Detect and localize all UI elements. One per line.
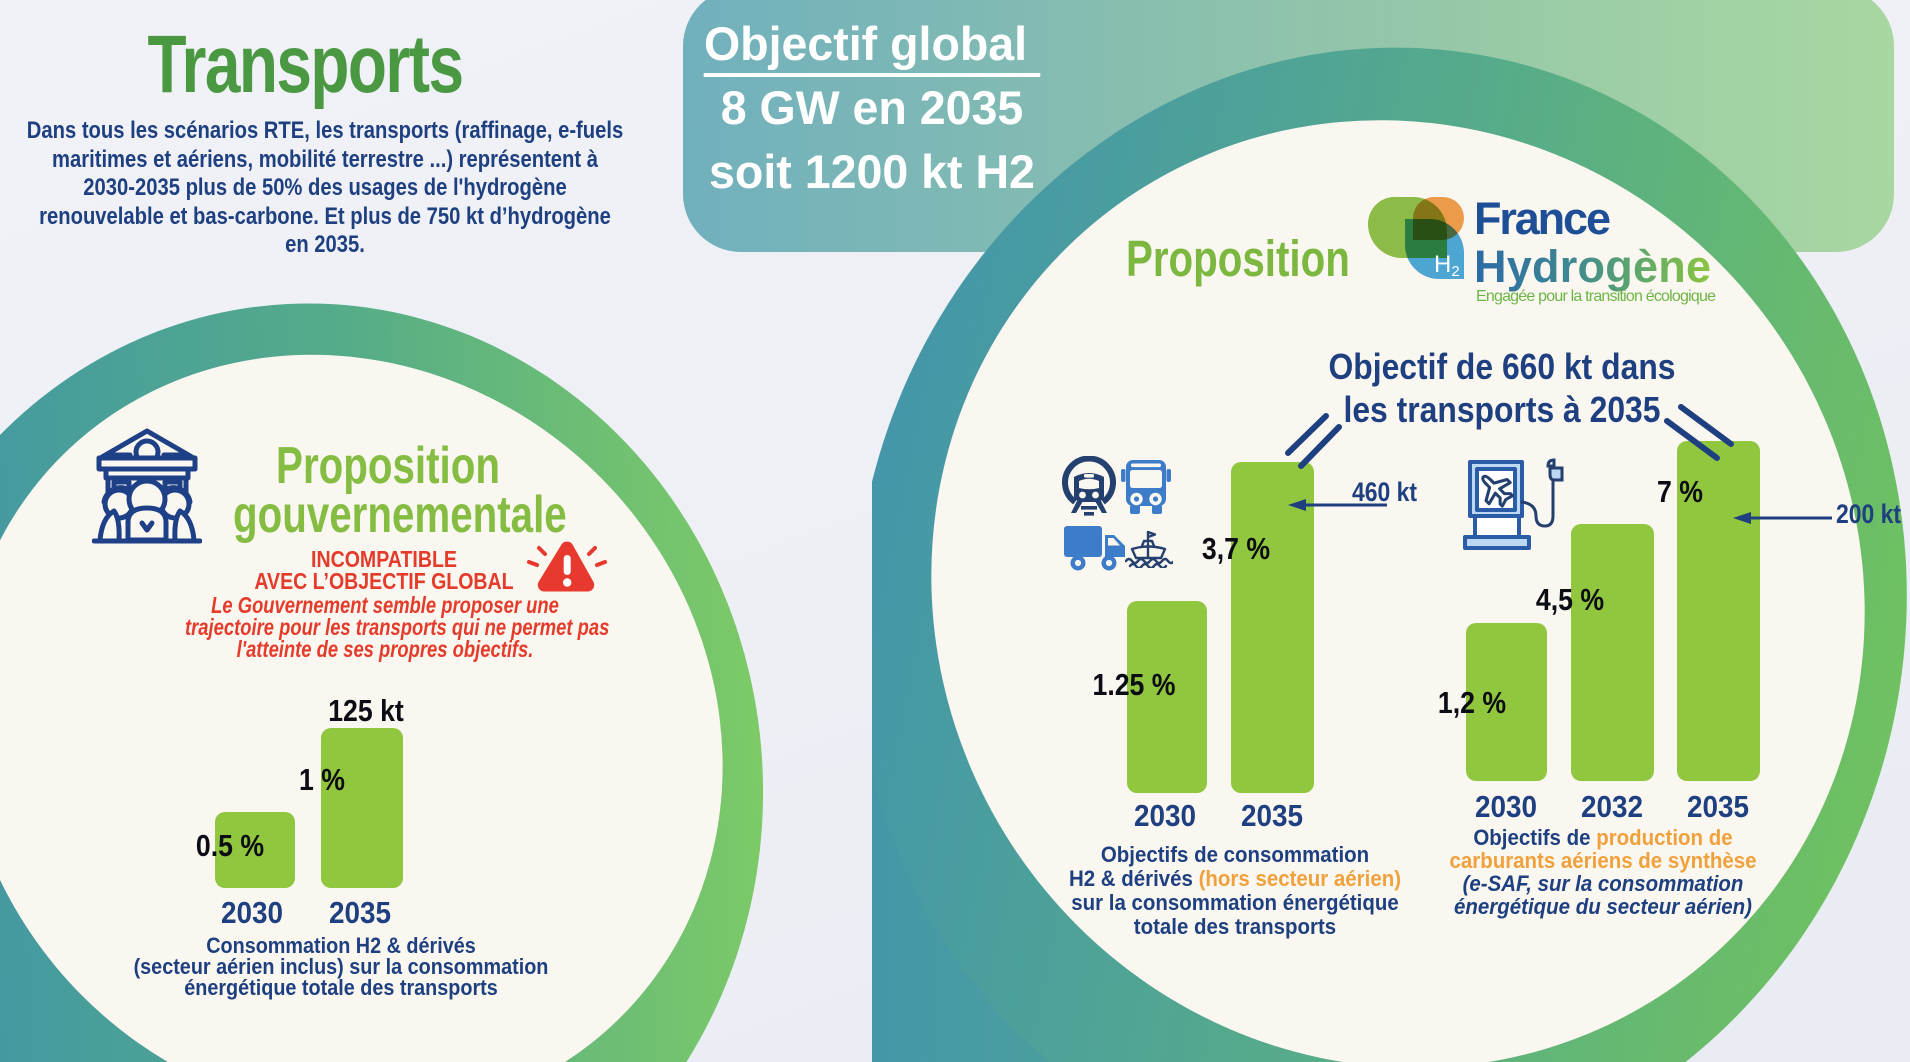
svg-text:Engagée pour la transition éco: Engagée pour la transition écologique bbox=[1476, 288, 1716, 305]
svg-text:Hydrogène: Hydrogène bbox=[1474, 241, 1711, 292]
svg-text:France: France bbox=[1474, 193, 1611, 244]
